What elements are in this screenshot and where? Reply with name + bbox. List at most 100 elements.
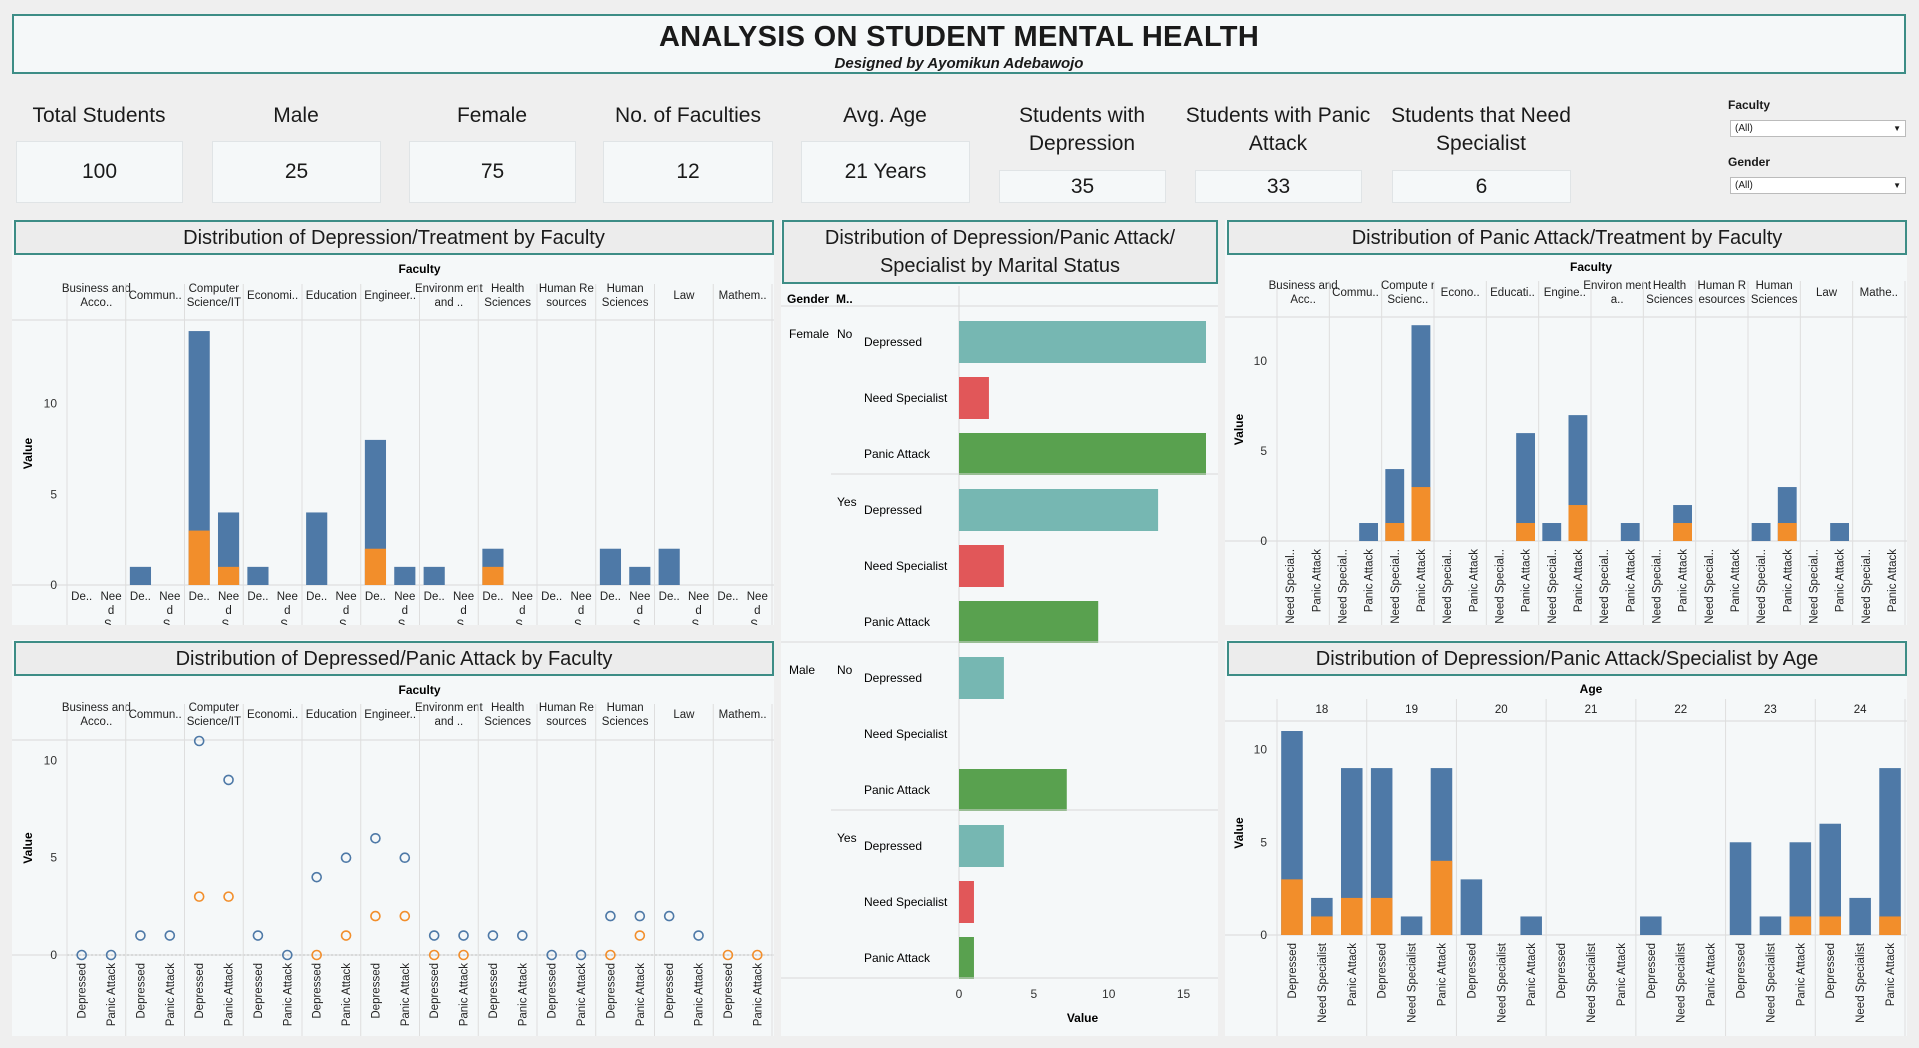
group-label: Business and Acco.. bbox=[62, 702, 131, 728]
bar bbox=[1849, 897, 1871, 935]
sub-label: Panic Attack bbox=[1616, 943, 1628, 1007]
bar bbox=[1370, 768, 1393, 935]
sub-label: De.. bbox=[365, 591, 386, 603]
row-label: Depressed bbox=[864, 335, 922, 349]
group-label: 20 bbox=[1495, 704, 1508, 716]
depression-treatment-panel bbox=[12, 220, 774, 625]
row-label: Need Specialist bbox=[864, 559, 948, 573]
sub-label: De.. bbox=[71, 591, 92, 603]
row-label: Depressed bbox=[864, 671, 922, 685]
marital-label: No bbox=[837, 663, 853, 677]
sub-label: Need Specialist bbox=[1407, 942, 1419, 1023]
marital-label: Yes bbox=[837, 495, 857, 509]
bar bbox=[1430, 860, 1453, 935]
sub-label: Depressed bbox=[1825, 943, 1837, 999]
kpi-value: 100 bbox=[16, 141, 183, 203]
scatter-point bbox=[370, 832, 381, 844]
kpi-label: Female bbox=[456, 104, 528, 127]
bar bbox=[1819, 823, 1842, 935]
sub-label: Depressed bbox=[1287, 943, 1299, 999]
kpi-label: Avg. Age bbox=[843, 104, 927, 127]
gender-label: Male bbox=[789, 663, 815, 677]
bar bbox=[394, 566, 416, 585]
sub-label: De.. bbox=[717, 591, 738, 603]
column-header: Age bbox=[1580, 682, 1603, 696]
bar bbox=[959, 657, 1004, 699]
group-label: Mathem.. bbox=[719, 709, 767, 721]
bar bbox=[1879, 768, 1901, 935]
group-label: Health Sciences bbox=[484, 283, 531, 309]
row-label: Panic Attack bbox=[864, 447, 931, 461]
group-label: 18 bbox=[1315, 704, 1328, 716]
group-label: Business and Acc.. bbox=[1269, 280, 1338, 306]
bar bbox=[959, 377, 989, 419]
group-label: Mathem.. bbox=[719, 290, 767, 302]
sub-label: Depressed bbox=[723, 963, 735, 1019]
sub-label: Need Special.. bbox=[1651, 549, 1663, 624]
bar bbox=[188, 530, 210, 585]
sub-label: Nee d S.. bbox=[101, 591, 122, 625]
group-label: Mathe.. bbox=[1860, 287, 1898, 299]
sub-label: Panic Attack bbox=[1706, 943, 1718, 1007]
y-tick-label: 0 bbox=[1260, 534, 1267, 548]
depressed-panic-chart: Faculty Value 0 5 10 Business and Acco.. Depres… bbox=[12, 683, 774, 1036]
sub-label: Depressed bbox=[312, 963, 324, 1019]
dashboard-subtitle: Designed by Ayomikun Adebawojo bbox=[834, 55, 1084, 72]
gender-filter-dropdown[interactable]: (All) ▼ bbox=[1730, 177, 1906, 194]
group-label: Commun.. bbox=[129, 290, 182, 302]
panic-treatment-panel bbox=[1225, 220, 1907, 625]
column-header: Faculty bbox=[398, 683, 440, 697]
sub-label: Nee d S.. bbox=[747, 591, 768, 625]
y-tick-label: 5 bbox=[1260, 444, 1267, 458]
bar bbox=[1340, 768, 1363, 935]
x-axis-label: Value bbox=[1067, 1011, 1099, 1025]
sub-label: De.. bbox=[600, 591, 621, 603]
group-label: Education bbox=[306, 709, 357, 721]
sub-label: Panic Attack bbox=[1311, 549, 1323, 613]
faculty-filter-value: (All) bbox=[1735, 123, 1753, 134]
y-tick-label: 10 bbox=[1254, 354, 1268, 368]
panic-treatment-chart: Faculty Value 0 5 10 Business and Acc.. Need Sp… bbox=[1225, 260, 1907, 625]
age-chart: Age Value 0 5 10 18 Depressed Need Specialist Pa… bbox=[1225, 682, 1907, 1036]
kpi-value: 35 bbox=[999, 170, 1166, 203]
group-label: 21 bbox=[1585, 704, 1598, 716]
sub-label: Panic Attack bbox=[1521, 549, 1533, 613]
scatter-point bbox=[428, 930, 440, 941]
bar bbox=[1370, 897, 1393, 935]
group-label: Compute r Scienc.. bbox=[1381, 280, 1435, 306]
bar bbox=[1385, 469, 1405, 541]
bar bbox=[1729, 842, 1752, 935]
bar bbox=[1516, 523, 1536, 541]
gender-label: Female bbox=[789, 327, 829, 341]
y-tick-label: 5 bbox=[50, 487, 57, 501]
faculty-filter-dropdown[interactable]: (All) ▼ bbox=[1730, 120, 1906, 137]
bar bbox=[482, 566, 504, 585]
bar bbox=[1819, 916, 1842, 935]
scatter-point bbox=[634, 910, 646, 922]
scatter-point bbox=[487, 930, 499, 941]
scatter-point bbox=[370, 910, 381, 922]
sub-label: De.. bbox=[247, 591, 268, 603]
sub-label: De.. bbox=[130, 591, 151, 603]
sub-label: Panic Attack bbox=[1835, 549, 1847, 613]
scatter-point bbox=[135, 930, 146, 941]
bar bbox=[1879, 916, 1901, 935]
bar bbox=[1385, 523, 1405, 541]
y-axis-label: Value bbox=[21, 438, 35, 470]
kpi-label: Students with Panic Attack bbox=[1185, 104, 1371, 155]
scatter-point bbox=[223, 774, 234, 786]
bar bbox=[188, 331, 210, 585]
column-header: Faculty bbox=[1570, 260, 1612, 274]
sub-label: Panic Attack bbox=[1526, 943, 1538, 1007]
sub-label: Panic Attack bbox=[1436, 943, 1448, 1007]
chevron-down-icon: ▼ bbox=[1893, 181, 1901, 190]
sub-label: Depressed bbox=[488, 963, 500, 1019]
y-tick-label: 0 bbox=[50, 948, 57, 962]
y-tick-label: 10 bbox=[44, 397, 58, 411]
sub-label: Depressed bbox=[547, 963, 559, 1019]
scatter-point bbox=[663, 910, 675, 922]
bar bbox=[959, 489, 1159, 531]
